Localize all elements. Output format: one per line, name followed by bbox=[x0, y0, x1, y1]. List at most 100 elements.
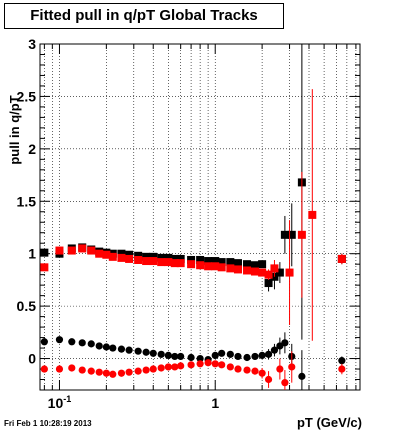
data-point bbox=[134, 367, 142, 375]
data-series bbox=[40, 44, 346, 390]
data-point bbox=[149, 365, 157, 373]
data-point bbox=[187, 353, 195, 362]
axis-tick-labels: 0 0.5 1 1.5 2 2.5 3 10-1 1 bbox=[17, 36, 220, 411]
data-point bbox=[258, 369, 266, 377]
data-point bbox=[211, 262, 220, 271]
data-point bbox=[55, 246, 64, 255]
data-point bbox=[142, 348, 150, 356]
data-point bbox=[109, 344, 117, 352]
data-point bbox=[40, 248, 49, 257]
data-point bbox=[40, 365, 48, 373]
data-point bbox=[125, 250, 134, 259]
data-point bbox=[243, 266, 252, 275]
data-point bbox=[87, 246, 96, 255]
data-point bbox=[109, 370, 117, 378]
data-point bbox=[40, 338, 48, 346]
y-tick-label: 1 bbox=[28, 246, 36, 262]
data-point bbox=[95, 342, 103, 350]
data-point bbox=[187, 361, 195, 369]
data-point bbox=[102, 250, 111, 259]
y-tick-label: 0 bbox=[28, 351, 36, 367]
data-point bbox=[251, 367, 259, 375]
data-point bbox=[226, 363, 234, 371]
data-point bbox=[211, 360, 219, 368]
y-tick-label: 1.5 bbox=[17, 193, 37, 209]
data-point bbox=[149, 257, 158, 266]
data-point bbox=[117, 369, 126, 377]
data-point bbox=[157, 258, 166, 267]
series-3 bbox=[40, 351, 346, 390]
data-point bbox=[157, 350, 165, 358]
data-point bbox=[211, 257, 220, 266]
data-point bbox=[171, 363, 179, 371]
data-point bbox=[337, 254, 346, 263]
data-point bbox=[258, 268, 267, 277]
data-point bbox=[234, 365, 242, 373]
data-point bbox=[117, 249, 126, 258]
data-point bbox=[276, 365, 284, 373]
data-point bbox=[170, 259, 179, 268]
data-point bbox=[87, 367, 95, 375]
data-point bbox=[298, 372, 306, 380]
data-point bbox=[204, 262, 213, 271]
data-point bbox=[134, 251, 143, 260]
data-point bbox=[338, 357, 346, 365]
data-point bbox=[164, 351, 172, 359]
data-point bbox=[68, 338, 76, 346]
data-point bbox=[226, 258, 235, 267]
data-point bbox=[234, 352, 242, 361]
data-point bbox=[164, 253, 173, 262]
data-point bbox=[281, 339, 289, 347]
timestamp-footer: Fri Feb 1 10:28:19 2013 bbox=[4, 419, 92, 428]
data-point bbox=[134, 255, 143, 264]
data-point bbox=[196, 354, 204, 363]
chart-title: Fitted pull in q/pT Global Tracks bbox=[4, 3, 284, 29]
data-point bbox=[95, 368, 103, 376]
data-point bbox=[243, 260, 252, 269]
data-point bbox=[164, 363, 172, 371]
y-tick-label: 2.5 bbox=[17, 88, 37, 104]
data-point bbox=[233, 265, 242, 274]
axis-ticks bbox=[40, 43, 360, 391]
data-point bbox=[149, 252, 158, 261]
data-point bbox=[78, 339, 86, 347]
data-point bbox=[196, 360, 204, 368]
data-point bbox=[196, 261, 205, 270]
data-point bbox=[142, 257, 151, 266]
data-point bbox=[176, 254, 185, 263]
data-point bbox=[125, 346, 133, 354]
data-point bbox=[157, 253, 166, 262]
data-point bbox=[233, 259, 242, 268]
data-point bbox=[176, 259, 185, 268]
data-point bbox=[55, 365, 64, 373]
y-tick-label: 3 bbox=[28, 36, 36, 52]
data-point bbox=[68, 364, 76, 372]
data-point bbox=[108, 252, 117, 261]
data-point bbox=[149, 349, 157, 357]
data-point bbox=[243, 366, 251, 374]
y-tick-label: 2 bbox=[28, 141, 36, 157]
data-point bbox=[177, 362, 185, 370]
data-point bbox=[67, 246, 76, 255]
data-point bbox=[280, 230, 289, 239]
data-point bbox=[170, 254, 179, 263]
data-point bbox=[217, 263, 226, 272]
data-point bbox=[87, 340, 95, 348]
data-point bbox=[125, 254, 134, 263]
data-point bbox=[142, 366, 150, 374]
data-point bbox=[270, 264, 279, 273]
data-point bbox=[264, 270, 273, 279]
x-tick-label-exponent: -1 bbox=[63, 394, 71, 404]
data-point bbox=[243, 353, 251, 362]
data-point bbox=[171, 352, 179, 361]
data-point bbox=[102, 369, 110, 377]
data-point bbox=[142, 252, 151, 261]
data-point bbox=[281, 379, 289, 387]
data-point bbox=[134, 347, 142, 355]
series-1 bbox=[40, 89, 346, 341]
data-point bbox=[211, 351, 219, 359]
data-point bbox=[226, 350, 234, 358]
data-point bbox=[187, 260, 196, 269]
data-point bbox=[196, 255, 205, 264]
x-axis-label: pT (GeV/c) bbox=[297, 415, 362, 430]
